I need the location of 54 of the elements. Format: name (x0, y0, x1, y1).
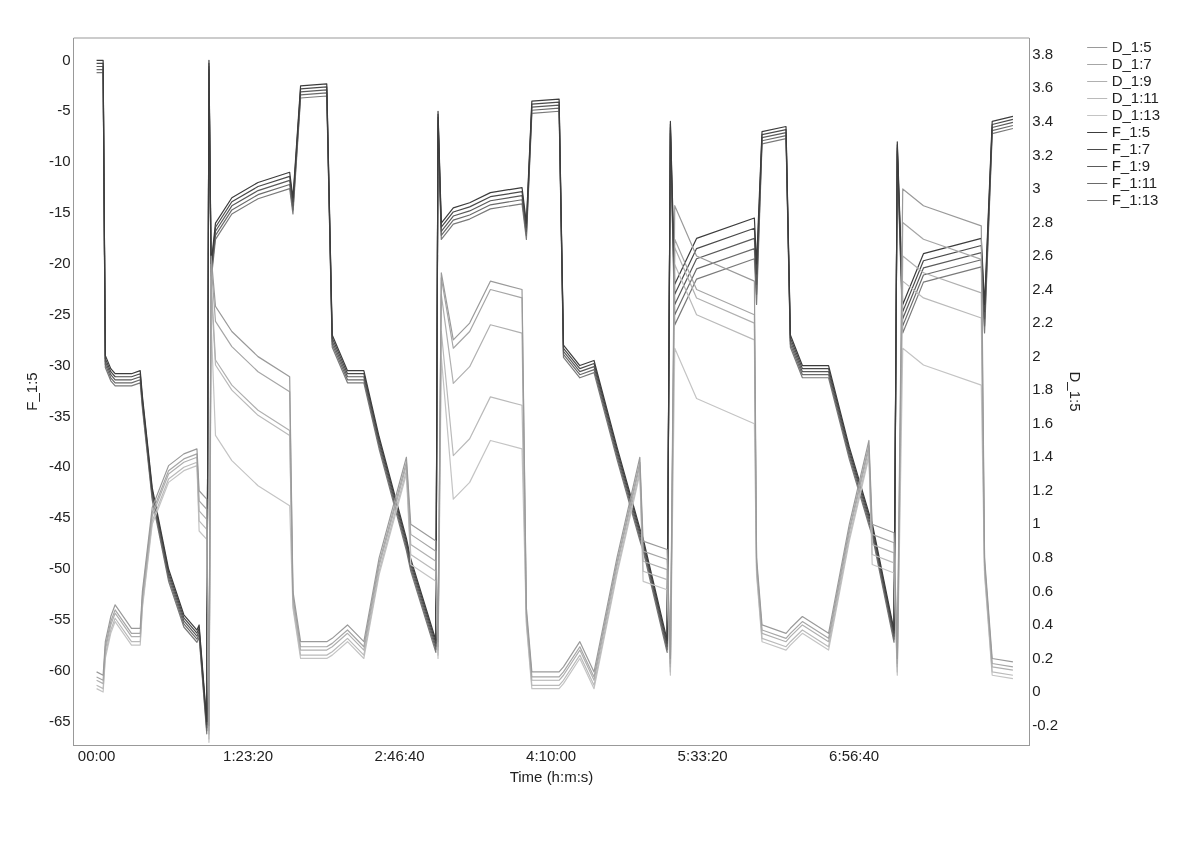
y2-tick-label: 3.8 (1032, 44, 1054, 62)
legend-label: F_1:5 (1111, 122, 1150, 140)
y-tick-label: -15 (48, 203, 71, 221)
legend-label: D_1:5 (1111, 37, 1152, 55)
legend-label: F_1:7 (1111, 139, 1150, 157)
y-tick-label: -30 (48, 355, 71, 373)
y2-tick-label: -0.2 (1032, 715, 1059, 733)
y-tick-label: -50 (48, 559, 71, 577)
y2-tick-label: 3 (1032, 179, 1041, 197)
y2-axis-title: D_1:5 (1066, 371, 1084, 412)
y2-tick-label: 3.2 (1032, 145, 1054, 163)
y-tick-label: -35 (48, 406, 71, 424)
y-tick-label: -20 (48, 253, 71, 271)
y2-tick-label: 1.4 (1032, 447, 1054, 465)
x-tick-label: 2:46:40 (374, 747, 425, 765)
legend-label: D_1:9 (1111, 71, 1152, 89)
y-tick-label: -10 (48, 152, 71, 170)
y2-tick-label: 1.8 (1032, 380, 1054, 398)
y2-tick-label: 1.2 (1032, 480, 1054, 498)
y-tick-label: -45 (48, 508, 71, 526)
y2-tick-label: 0.4 (1032, 615, 1054, 633)
y2-tick-label: 3.6 (1032, 78, 1054, 96)
y2-tick-label: 2.8 (1032, 212, 1054, 230)
x-tick-label: 1:23:20 (223, 747, 274, 765)
y2-tick-label: 2 (1032, 346, 1041, 364)
legend-label: D_1:13 (1111, 105, 1161, 123)
y-tick-label: -5 (57, 101, 71, 119)
y-tick-label: 0 (62, 50, 71, 68)
y2-tick-label: 1.6 (1032, 413, 1054, 431)
y2-tick-label: 0.2 (1032, 648, 1054, 666)
y2-tick-label: 2.6 (1032, 246, 1054, 264)
x-axis-title: Time (h:m:s) (509, 768, 594, 786)
x-tick-label: 6:56:40 (829, 747, 880, 765)
y-tick-label: -55 (48, 610, 71, 628)
legend-label: F_1:13 (1111, 190, 1159, 208)
y-axis-title: F_1:5 (23, 372, 41, 411)
legend-label: F_1:9 (1111, 156, 1150, 174)
y2-tick-label: 0.6 (1032, 581, 1054, 599)
x-tick-label: 00:00 (77, 747, 116, 765)
x-tick-label: 4:10:00 (526, 747, 577, 765)
legend-label: D_1:11 (1111, 88, 1159, 106)
legend-label: D_1:7 (1111, 54, 1152, 72)
y2-tick-label: 3.4 (1032, 111, 1054, 129)
x-tick-label: 5:33:20 (677, 747, 728, 765)
y2-tick-label: 0.8 (1032, 547, 1054, 565)
y-tick-label: -60 (48, 660, 71, 678)
y-tick-label: -65 (48, 711, 71, 729)
y2-tick-label: 0 (1032, 682, 1041, 700)
y2-tick-label: 2.2 (1032, 313, 1054, 331)
y2-tick-label: 2.4 (1032, 279, 1054, 297)
y2-tick-label: 1 (1032, 514, 1041, 532)
y-tick-label: -25 (48, 304, 71, 322)
legend-label: F_1:11 (1111, 173, 1158, 191)
y-tick-label: -40 (48, 457, 71, 475)
